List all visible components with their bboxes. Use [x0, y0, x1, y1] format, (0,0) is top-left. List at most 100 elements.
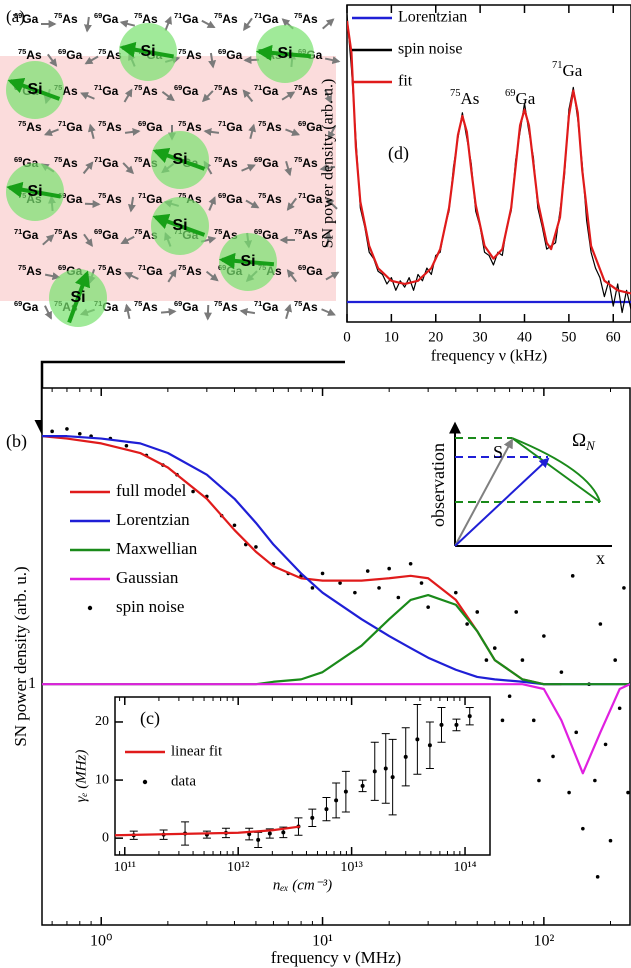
spin-arrow [167, 268, 177, 283]
isotope-label: 71Ga [218, 119, 243, 134]
data-point [338, 581, 342, 585]
data-point [617, 706, 622, 711]
isotope-label: 71Ga [138, 263, 163, 278]
si-spin [67, 270, 91, 324]
isotope-label: 75As [294, 299, 318, 314]
data-point [232, 523, 237, 528]
spin-arrow [281, 91, 296, 101]
isotope-label: 75As [178, 119, 202, 134]
data-point [465, 622, 469, 626]
y-axis-label: SN power density (arb. u.) [11, 566, 30, 746]
series-line [115, 825, 301, 837]
data-point [310, 586, 315, 590]
spin-arrow [201, 19, 216, 29]
isotope-label: 71Ga [174, 11, 199, 26]
lattice: 69Ga 75As 69Ga 75As 71Ga 75As 71Ga 75As 75As 69Ga… [6, 11, 341, 327]
x-tick-label: 60 [606, 329, 621, 345]
isotope-label: 75As [178, 47, 202, 62]
spin-arrow [122, 162, 134, 175]
data-point [320, 571, 325, 576]
panel-label: (d) [388, 143, 409, 164]
spin-arrow [164, 15, 172, 31]
data-point [475, 610, 480, 614]
x-tick-label: 10² [533, 933, 554, 950]
spin-arrow [161, 90, 175, 102]
isotope-label: 75As [214, 155, 238, 170]
spin-arrow [80, 92, 95, 100]
spin-arrow [203, 127, 220, 136]
x-axis-label: frequency ν (kHz) [431, 348, 548, 365]
isotope-label: 71Ga [14, 227, 39, 242]
isotope-label: 75As [294, 155, 318, 170]
x-tick-label: 10 [384, 329, 399, 345]
spin-arrow [82, 161, 94, 175]
x-tick-label: 30 [473, 329, 488, 345]
data-point [124, 443, 129, 448]
y-tick-label: 20 [95, 714, 109, 729]
data-point [353, 590, 357, 595]
data-point [360, 783, 365, 788]
spin-arrow [321, 308, 336, 316]
isotope-label: 75As [98, 119, 122, 134]
isotope-label: 71Ga [94, 83, 119, 98]
x-tick-label: 10¹ [312, 933, 333, 950]
si-label: Si [172, 217, 187, 234]
isotope-label: 69Ga [94, 227, 119, 242]
projected-vector [454, 457, 550, 547]
data-point [567, 790, 571, 795]
data-point [531, 718, 536, 723]
data-point [608, 838, 613, 843]
data-point [415, 737, 420, 742]
isotope-label: 75As [294, 227, 318, 242]
si-spin [152, 147, 206, 171]
data-point [383, 766, 388, 771]
isotope-label: 69Ga [298, 119, 323, 134]
legend-label: spin noise [116, 597, 184, 616]
si-label: Si [277, 45, 292, 62]
spin-arrow [319, 164, 336, 173]
spin-arrow [123, 88, 133, 103]
isotope-label: 75As [294, 83, 318, 98]
schematic-bg [428, 418, 628, 570]
data-point [324, 807, 329, 812]
spin-arrow [325, 271, 340, 281]
isotope-label: 75As [134, 83, 158, 98]
x-tick-label: 10⁰ [90, 933, 112, 950]
isotope-label: 69Ga [174, 299, 199, 314]
spin-label: S [493, 442, 503, 462]
legend-label: spin noise [398, 41, 462, 58]
spin-arrow [123, 303, 132, 320]
si-spin [255, 44, 312, 61]
spin-arrow [327, 125, 337, 140]
si-spin [152, 213, 206, 237]
data-point [507, 694, 512, 699]
data-point [390, 775, 395, 780]
si-label: Si [27, 183, 42, 200]
spin-arrow [208, 52, 217, 69]
spin-arrow [120, 235, 135, 245]
data-point [334, 798, 339, 803]
legend-label: fit [398, 73, 413, 90]
spin-arrow [87, 123, 96, 140]
isotope-label: 75As [178, 263, 202, 278]
data-point [595, 875, 600, 879]
legend-label: data [171, 773, 196, 789]
y-axis-label: γₑ (MHz) [73, 750, 89, 803]
spin-arrow [324, 89, 332, 104]
data-point [559, 670, 564, 674]
si-spin [218, 252, 275, 269]
x-tick-label: 20 [428, 329, 443, 345]
spin-arrow [127, 196, 136, 213]
spin-arrow [245, 199, 260, 209]
data-point [454, 722, 459, 727]
spin-arrow [286, 269, 298, 283]
data-point [426, 605, 430, 609]
field-label: ΩN [572, 430, 596, 453]
isotope-label: 75As [134, 299, 158, 314]
data-point [191, 489, 195, 494]
isotope-label: 69Ga [218, 191, 243, 206]
data-point [593, 778, 597, 783]
legend-label: Lorentzian [398, 9, 467, 26]
data-point [551, 754, 555, 759]
data-point [256, 837, 261, 842]
